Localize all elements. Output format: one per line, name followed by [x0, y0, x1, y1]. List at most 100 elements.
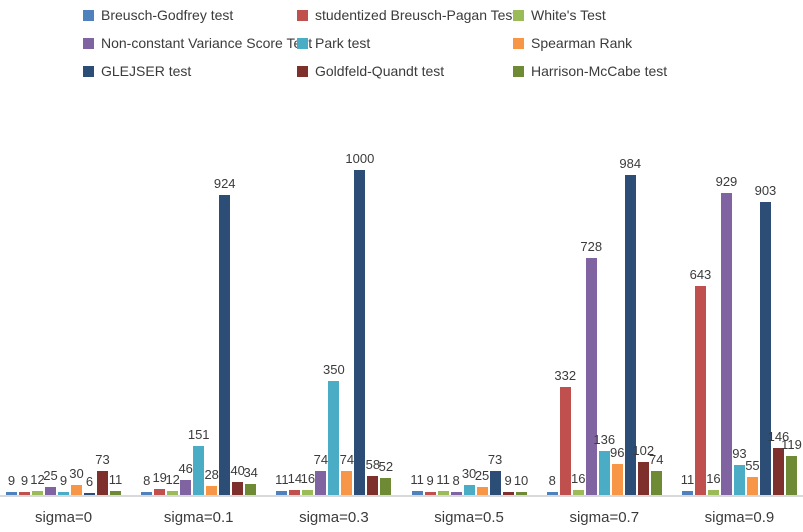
- bar-group: 11 643 16 929 93 55 903 146 119: [681, 174, 802, 495]
- bar-slot: 16: [301, 471, 315, 495]
- legend-label: Harrison-McCabe test: [531, 63, 668, 79]
- bar-value-label: 96: [610, 445, 625, 460]
- bar-value-label: 12: [165, 472, 180, 487]
- bar-value-label: 11: [680, 472, 695, 487]
- bar-value-label: 146: [767, 429, 790, 444]
- bar-slot: 9: [424, 473, 436, 495]
- bar: [611, 464, 623, 495]
- x-axis-label: sigma=0.9: [704, 509, 775, 526]
- legend-label: studentized Breusch-Pagan Test: [315, 7, 517, 23]
- bar-value-label: 151: [187, 427, 210, 442]
- legend-swatch-icon: [83, 10, 94, 21]
- x-axis-label: sigma=0.5: [434, 509, 504, 526]
- legend-label: Goldfeld-Quandt test: [315, 63, 445, 79]
- bar-value-label: 9: [426, 473, 434, 488]
- bar-value-label: 74: [339, 452, 355, 467]
- bar: [328, 381, 340, 495]
- bar: [585, 258, 597, 495]
- bar: [6, 492, 17, 495]
- bar-group: 9 9 12 25 9 30 6 73 11: [6, 452, 122, 495]
- bar: [110, 491, 121, 495]
- legend-item: studentized Breusch-Pagan Test: [297, 7, 517, 24]
- bar-value-label: 16: [300, 471, 316, 486]
- bar-slot: 73: [95, 452, 110, 495]
- bar-value-label: 25: [43, 468, 58, 483]
- bar-slot: 728: [580, 239, 602, 495]
- x-axis-label: sigma=0.3: [299, 509, 369, 526]
- bar-slot: 11: [109, 472, 122, 495]
- bar: [219, 195, 231, 495]
- bar-slot: 12: [30, 472, 45, 495]
- bar-slot: 984: [619, 156, 641, 495]
- bar-slot: 8: [450, 473, 462, 495]
- bar: [437, 491, 449, 495]
- bar-slot: 903: [755, 183, 776, 495]
- bar: [380, 478, 392, 495]
- bar: [733, 465, 745, 495]
- bar: [424, 492, 436, 495]
- bar-value-label: 93: [732, 446, 747, 461]
- legend-item: Harrison-McCabe test: [513, 63, 799, 80]
- bar: [289, 490, 301, 495]
- bar-value-label: 30: [69, 466, 84, 481]
- legend-swatch-icon: [297, 66, 308, 77]
- legend-label: White's Test: [531, 7, 606, 23]
- bar-slot: 6: [84, 474, 95, 495]
- bar-slot: 8: [546, 473, 558, 495]
- legend-item: Spearman Rank: [513, 35, 799, 52]
- bar-value-label: 984: [619, 156, 642, 171]
- bar: [180, 480, 192, 495]
- legend-label: Park test: [315, 35, 371, 51]
- bar: [411, 491, 423, 495]
- legend-item: White's Test: [513, 7, 799, 24]
- x-axis-label: sigma=0.1: [163, 509, 234, 526]
- chart-plot-area: 9 9 12 25 9 30 6 73 11 8 19 12 46 151 28 924 40 34 11 14 16 7…: [0, 100, 803, 497]
- bar: [97, 471, 108, 495]
- bar-slot: 46: [178, 461, 193, 495]
- bar: [746, 477, 758, 495]
- legend-swatch-icon: [513, 38, 524, 49]
- bar-value-label: 74: [649, 452, 664, 467]
- bar-value-label: 52: [378, 459, 394, 474]
- legend-swatch-icon: [83, 38, 94, 49]
- bar-value-label: 9: [20, 473, 29, 488]
- bar: [720, 193, 732, 495]
- bar: [245, 484, 257, 495]
- bar-slot: 332: [554, 368, 576, 495]
- bar: [559, 387, 571, 495]
- legend-item: Non-constant Variance Score Test: [83, 35, 312, 52]
- bar: [141, 492, 153, 495]
- bar-slot: 11: [681, 472, 694, 495]
- bar-slot: 19: [152, 470, 167, 495]
- bar-slot: 25: [475, 468, 489, 495]
- bar-slot: 136: [593, 432, 615, 495]
- legend-label: Spearman Rank: [531, 35, 633, 51]
- bar-slot: 14: [288, 471, 302, 495]
- bar: [45, 487, 56, 495]
- bar-value-label: 8: [548, 473, 556, 488]
- bar: [302, 490, 314, 495]
- bar: [367, 476, 379, 495]
- bar-value-label: 903: [754, 183, 777, 198]
- bar-slot: 74: [340, 452, 354, 495]
- bar-slot: 1000: [345, 151, 374, 495]
- legend-swatch-icon: [297, 38, 308, 49]
- bar-value-label: 73: [95, 452, 110, 467]
- bar-slot: 25: [43, 468, 58, 495]
- bar-slot: 643: [690, 267, 711, 495]
- bar: [167, 491, 179, 495]
- bar-value-label: 9: [59, 473, 68, 488]
- bar: [315, 471, 327, 495]
- bar-value-label: 643: [689, 267, 712, 282]
- bar-slot: 93: [732, 446, 747, 495]
- bar-value-label: 28: [204, 467, 219, 482]
- bar-group: 11 9 11 8 30 25 73 9 10: [410, 452, 528, 495]
- bar-slot: 11: [410, 472, 424, 495]
- legend-swatch-icon: [513, 66, 524, 77]
- bar-value-label: 58: [365, 457, 381, 472]
- bar: [572, 490, 584, 495]
- bar: [637, 462, 649, 495]
- bar-slot: 73: [488, 452, 502, 495]
- bar-value-label: 8: [143, 473, 151, 488]
- bar-value-label: 11: [410, 472, 424, 487]
